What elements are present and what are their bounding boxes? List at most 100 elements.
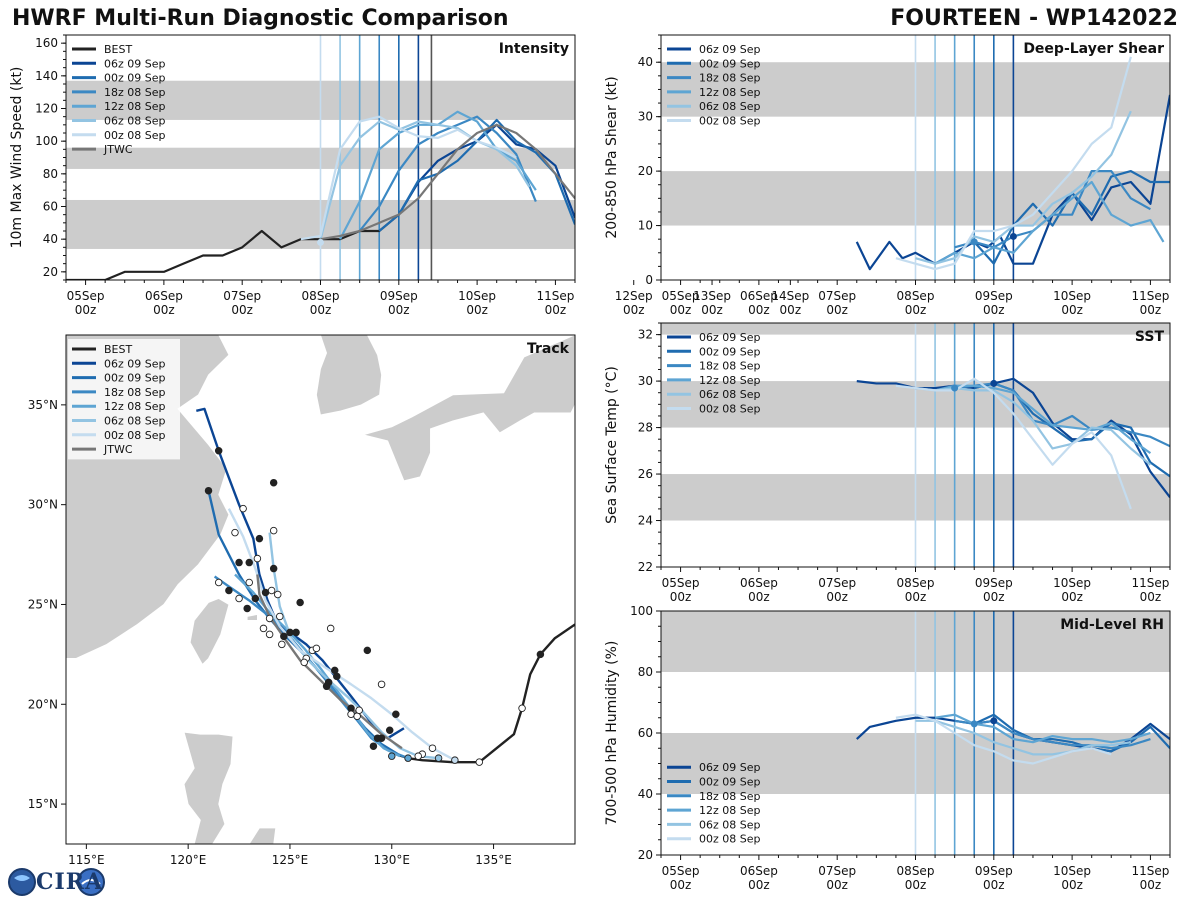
x-tick-label: 00z	[153, 303, 175, 317]
x-tick-label: 00z	[826, 878, 848, 892]
legend-label: 18z 08 Sep	[104, 386, 166, 399]
x-tick-label: 00z	[983, 878, 1005, 892]
y-axis-label: 10m Max Wind Speed (kt)	[9, 67, 25, 249]
x-tick-label: 00z	[388, 303, 410, 317]
init-marker	[970, 238, 978, 246]
x-tick-label: 00z	[1061, 878, 1083, 892]
y-tick-label: 30	[638, 374, 653, 388]
x-tick-label: 06Sep	[145, 289, 183, 303]
x-tick-label: 00z	[905, 590, 927, 604]
init-marker	[317, 238, 324, 246]
y-axis-label: Sea Surface Temp (°C)	[604, 366, 620, 524]
track-position-dot	[280, 632, 288, 641]
track-position-dot	[231, 528, 239, 537]
track-position-dot	[214, 578, 223, 587]
track-position-dot	[259, 624, 268, 633]
legend-label: 00z 09 Sep	[104, 372, 166, 385]
track-position-dot	[369, 742, 378, 750]
x-tick-label: 07Sep	[818, 864, 856, 878]
track-position-dot	[269, 564, 278, 573]
track-position-dot	[255, 534, 264, 543]
legend-label: 06z 08 Sep	[104, 415, 166, 428]
track-position-dot	[278, 640, 286, 649]
track-position-dot	[355, 706, 363, 715]
x-tick-label: 00z	[466, 303, 488, 317]
y-axis-label: 200-850 hPa Shear (kt)	[604, 76, 620, 238]
x-tick-label: 06Sep	[740, 576, 778, 590]
lat-tick-label: 25°N	[28, 597, 58, 611]
series-line-00z-08-Sep	[300, 115, 517, 241]
legend-label: 12z 08 Sep	[699, 804, 761, 817]
x-tick-label: 00z	[623, 303, 645, 317]
y-tick-label: 10	[638, 219, 653, 233]
track-position-dot	[235, 594, 243, 603]
x-tick-label: 07Sep	[818, 289, 856, 303]
x-tick-label: 05Sep	[662, 289, 700, 303]
lon-tick-label: 135°E	[475, 853, 512, 867]
x-tick-label: 00z	[748, 590, 770, 604]
cira-logo: CIRA	[6, 866, 106, 898]
lon-tick-label: 120°E	[170, 853, 207, 867]
legend-label: 00z 08 Sep	[699, 115, 761, 128]
y-tick-label: 60	[43, 200, 58, 214]
legend-label: 06z 09 Sep	[699, 331, 761, 344]
track-position-dot	[286, 628, 294, 637]
track-line-06z-08-Sep	[268, 532, 439, 760]
philippine-island	[248, 827, 277, 844]
track-position-dot	[251, 594, 260, 603]
track-position-dot	[225, 586, 233, 595]
track-position-dot	[267, 586, 276, 595]
x-tick-label: 00z	[780, 303, 802, 317]
y-axis-label: 700-500 hPa Humidity (%)	[604, 641, 620, 826]
y-tick-label: 20	[638, 164, 653, 178]
x-tick-label: 00z	[701, 303, 723, 317]
y-tick-label: 0	[645, 273, 653, 287]
track-position-dot	[404, 754, 412, 762]
plot-area-rh	[661, 611, 1170, 855]
track-position-dot	[243, 604, 251, 613]
x-tick-label: 00z	[826, 590, 848, 604]
map-frame	[65, 334, 576, 845]
track-position-dot	[253, 554, 262, 563]
series-line-12z-08-Sep	[934, 713, 1151, 744]
legend-label: 06z 09 Sep	[104, 57, 166, 70]
track-position-dot	[377, 680, 386, 689]
panel-title: Mid-Level RH	[1060, 617, 1164, 633]
plot-area-shear	[661, 35, 1170, 280]
y-tick-label: 32	[638, 328, 653, 342]
series-line-06z-08-Sep	[915, 719, 1132, 756]
panel-title: SST	[1135, 329, 1165, 345]
x-tick-label: 10Sep	[458, 289, 496, 303]
x-tick-label: 00z	[748, 878, 770, 892]
x-tick-label: 08Sep	[897, 289, 935, 303]
x-tick-label: 05Sep	[662, 864, 700, 878]
legend-label: BEST	[104, 43, 132, 56]
x-tick-label: 08Sep	[897, 576, 935, 590]
ryukyu-island	[246, 613, 258, 621]
logo-text: CIRA	[36, 869, 104, 895]
panel-title: Intensity	[499, 41, 569, 57]
series-line-06z-09-Sep	[397, 123, 575, 219]
track-position-dot	[265, 614, 274, 623]
track-position-dot	[273, 590, 282, 599]
legend-label: 00z 08 Sep	[104, 429, 166, 442]
series-line-12z-08-Sep	[934, 180, 1165, 265]
plot-area-sst	[661, 323, 1170, 567]
track-position-dot	[312, 644, 321, 653]
y-tick-label: 160	[35, 36, 58, 50]
panel-sst: 22242628303205Sep00z06Sep00z07Sep00z08Se…	[604, 322, 1171, 604]
lat-tick-label: 35°N	[28, 398, 58, 412]
series-line-12z-08-Sep	[934, 384, 1152, 455]
y-tick-label: 100	[35, 134, 58, 148]
x-tick-label: 00z	[905, 878, 927, 892]
legend-label: 12z 08 Sep	[104, 400, 166, 413]
x-tick-label: 00z	[1061, 590, 1083, 604]
legend-label: 12z 08 Sep	[699, 374, 761, 387]
x-tick-label: 05Sep	[662, 576, 700, 590]
legend-label: 06z 09 Sep	[699, 43, 761, 56]
x-tick-label: 00z	[748, 303, 770, 317]
track-position-dot	[428, 744, 437, 752]
x-tick-label: 10Sep	[1053, 864, 1091, 878]
track-position-dot	[388, 752, 396, 760]
legend-label: 00z 09 Sep	[104, 72, 166, 85]
